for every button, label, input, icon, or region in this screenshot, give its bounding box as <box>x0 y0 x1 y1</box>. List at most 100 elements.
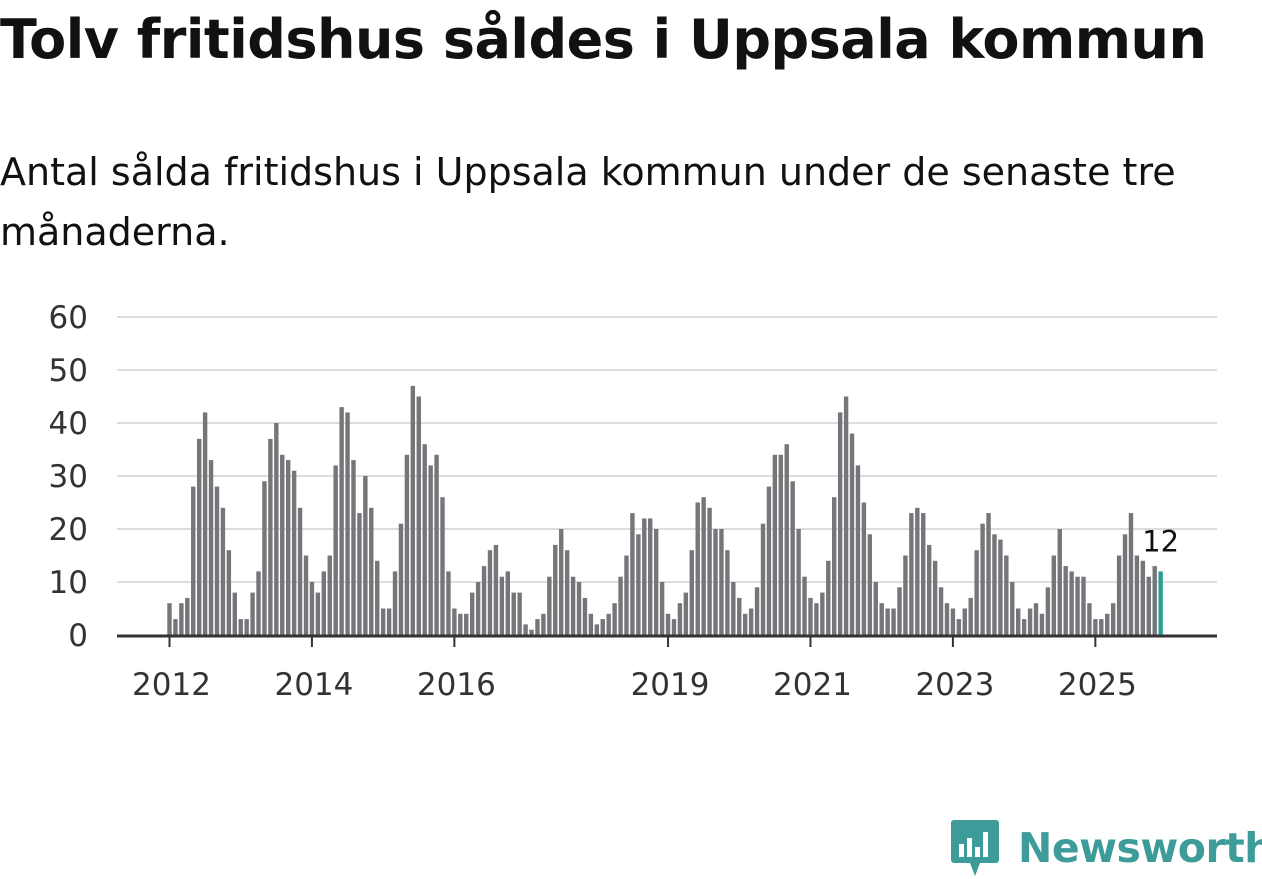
bar <box>1093 619 1098 635</box>
bar <box>469 592 475 635</box>
bar <box>612 603 617 635</box>
bar <box>1152 566 1157 635</box>
bar <box>179 603 184 635</box>
bar <box>410 385 416 635</box>
x-tick-label: 2016 <box>417 667 496 703</box>
bar <box>891 608 896 635</box>
bar <box>333 465 338 635</box>
bar <box>291 470 297 635</box>
bar <box>167 603 172 635</box>
y-tick-label: 30 <box>49 459 88 495</box>
bar <box>980 523 985 635</box>
bar <box>1081 576 1086 635</box>
bar <box>582 597 588 635</box>
bar <box>464 613 469 635</box>
bar <box>202 412 208 635</box>
bar <box>422 444 427 635</box>
brand-name: Newsworthy <box>1018 824 1262 872</box>
y-tick-label: 60 <box>49 300 88 336</box>
bar <box>1033 603 1039 635</box>
bar <box>185 597 190 635</box>
bar-chart-bubble-icon <box>951 820 999 876</box>
y-tick-label: 50 <box>49 353 88 389</box>
bar <box>173 619 178 635</box>
bar <box>915 507 920 635</box>
x-axis-ticks: 2012 2014 2016 2019 2021 2023 2025 <box>132 637 1137 703</box>
bar <box>903 555 908 635</box>
bar <box>232 592 237 635</box>
bar <box>517 592 522 635</box>
bar <box>843 396 849 635</box>
bar <box>938 587 944 635</box>
bar <box>778 454 783 635</box>
bar <box>220 507 226 635</box>
bar <box>511 592 516 635</box>
bar <box>944 603 950 635</box>
bar <box>380 608 386 635</box>
bar <box>386 608 392 635</box>
bar <box>855 465 861 635</box>
bar <box>926 544 932 635</box>
bar <box>226 550 232 635</box>
bar <box>309 582 315 635</box>
bar <box>321 571 327 635</box>
bar <box>725 550 730 635</box>
bar <box>357 513 362 635</box>
bar <box>191 486 196 635</box>
bar <box>297 507 303 635</box>
bar <box>452 608 457 635</box>
bar <box>1116 555 1122 635</box>
bar <box>820 592 825 635</box>
bar <box>802 576 807 635</box>
bar <box>559 529 564 635</box>
bar <box>962 608 967 635</box>
bar <box>428 465 433 635</box>
y-tick-label: 20 <box>49 512 88 548</box>
newsworthy-logo[interactable]: Newsworthy <box>950 818 1262 878</box>
bar <box>1039 613 1045 635</box>
bar <box>748 608 754 635</box>
bar <box>665 613 671 635</box>
bar <box>998 539 1003 635</box>
bar <box>594 624 600 635</box>
bar <box>1087 603 1092 635</box>
bar <box>256 571 261 635</box>
bar <box>416 396 421 635</box>
y-axis-ticks: 0 10 20 30 40 50 60 <box>49 300 88 654</box>
bar <box>493 544 499 635</box>
bar <box>642 518 647 635</box>
x-tick-label: 2023 <box>915 667 994 703</box>
x-tick-label: 2025 <box>1058 667 1137 703</box>
bar <box>760 523 766 635</box>
bar <box>1105 613 1110 635</box>
bar <box>731 582 736 635</box>
bar <box>553 544 558 635</box>
bar <box>351 460 356 635</box>
bar <box>327 555 332 635</box>
bar <box>772 454 778 635</box>
bar <box>636 534 641 635</box>
bar <box>1110 603 1116 635</box>
bar <box>832 497 837 635</box>
bar <box>1063 566 1068 635</box>
bar <box>250 592 255 635</box>
bar <box>375 560 380 635</box>
bar <box>576 582 582 635</box>
bar <box>564 550 570 635</box>
bar <box>1004 555 1009 635</box>
y-tick-label: 40 <box>49 406 88 442</box>
bar <box>404 454 410 635</box>
bar <box>1099 619 1104 635</box>
bar <box>1021 619 1027 635</box>
bar <box>238 619 243 635</box>
bar <box>398 523 404 635</box>
bar <box>653 529 659 635</box>
bar-latest <box>1158 571 1163 635</box>
bar <box>196 438 202 635</box>
x-tick-label: 2012 <box>132 667 211 703</box>
bar <box>315 592 321 635</box>
bar <box>541 613 546 635</box>
bar <box>784 444 789 635</box>
bar <box>392 571 398 635</box>
